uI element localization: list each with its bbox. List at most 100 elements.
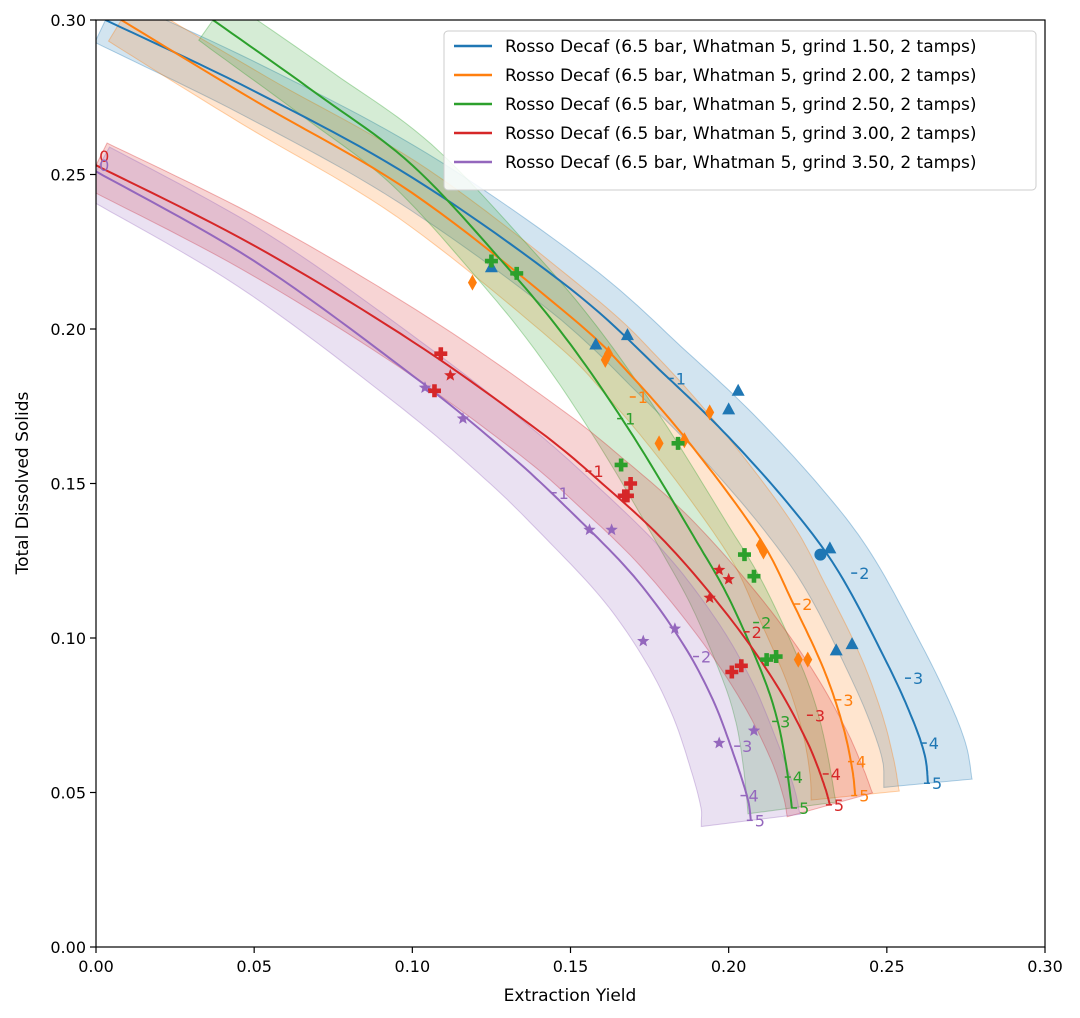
point-series-1-7 — [758, 543, 768, 560]
curve-label-3-3: 4 — [831, 765, 841, 784]
x-tick-label-6: 0.30 — [1027, 957, 1063, 976]
extra-point-series-0-0 — [814, 548, 827, 561]
curve-series-1 — [120, 20, 857, 796]
curve-label-4-4: 5 — [755, 811, 765, 830]
y-axis-title: Total Dissolved Solids — [13, 391, 33, 575]
x-tick-label-4: 0.20 — [711, 957, 747, 976]
point-series-4-3 — [605, 523, 618, 536]
point-series-4-5 — [668, 622, 682, 634]
point-series-1-2 — [603, 345, 613, 362]
extra-point-series-3-3 — [703, 591, 716, 604]
x-axis-title: Extraction Yield — [504, 986, 637, 1006]
curve-label-3-1: 2 — [752, 623, 762, 642]
curve-label-3-2: 3 — [815, 706, 825, 725]
curve-label-2-1: 2 — [761, 614, 771, 633]
curve-label-4-0: 1 — [559, 484, 569, 503]
legend-entry-3: Rosso Decaf (6.5 bar, Whatman 5, grind 3… — [505, 124, 976, 144]
y-tick-label-2: 0.10 — [50, 629, 86, 648]
point-series-0-2 — [620, 328, 634, 341]
x-tick-label-5: 0.25 — [869, 957, 905, 976]
y-tick-label-4: 0.20 — [50, 320, 86, 339]
curve-label-2-0: 1 — [625, 410, 635, 429]
extra-point-series-3-2 — [722, 572, 735, 585]
point-series-4-1 — [456, 412, 470, 424]
point-series-1-9 — [803, 651, 813, 668]
point-series-3-5 — [725, 665, 739, 679]
point-series-2-6 — [760, 653, 774, 667]
curve-label-4-2: 3 — [742, 737, 752, 756]
point-series-0-5 — [823, 541, 837, 554]
start-label-series-4: 0 — [99, 156, 109, 175]
point-series-0-7 — [845, 637, 859, 650]
x-tick-label-0: 0.00 — [78, 957, 114, 976]
curve-label-0-1: 2 — [859, 564, 869, 583]
point-series-1-5 — [705, 404, 715, 421]
point-series-0-3 — [722, 402, 736, 415]
legend-entry-2: Rosso Decaf (6.5 bar, Whatman 5, grind 2… — [505, 95, 976, 115]
point-series-2-5 — [747, 569, 761, 583]
curve-label-2-3: 4 — [793, 768, 803, 787]
curve-label-0-2: 3 — [913, 669, 923, 688]
legend-entry-4: Rosso Decaf (6.5 bar, Whatman 5, grind 3… — [505, 153, 976, 173]
y-axis: 0.00 0.05 0.10 0.15 0.20 0.25 0.30 — [50, 11, 96, 957]
curve-label-0-4: 5 — [932, 774, 942, 793]
point-series-4-6 — [712, 736, 726, 749]
point-series-2-0 — [484, 254, 498, 268]
point-series-0-1 — [589, 337, 603, 350]
fit-curves — [96, 20, 929, 821]
band-series-3 — [96, 142, 874, 818]
curve-series-4 — [96, 170, 752, 821]
legend-box — [443, 30, 1037, 191]
point-series-2-2 — [614, 458, 628, 472]
point-series-3-3 — [620, 489, 634, 503]
point-series-4-2 — [583, 523, 596, 536]
band-series-1 — [107, 20, 900, 801]
extra-point-series-3-0 — [444, 368, 457, 381]
y-tick-label-3: 0.15 — [50, 475, 86, 494]
curve-label-0-0: 1 — [676, 369, 686, 388]
point-series-3-0 — [434, 347, 448, 361]
curve-label-2-4: 5 — [799, 799, 809, 818]
curve-label-4-1: 2 — [701, 648, 711, 667]
curve-label-2-2: 3 — [780, 712, 790, 731]
curve-label-3-0: 1 — [593, 462, 603, 481]
y-tick-label-6: 0.30 — [50, 11, 86, 30]
start-label-series-3: 0 — [99, 147, 109, 166]
point-series-3-4 — [624, 477, 638, 491]
point-series-1-0 — [467, 274, 477, 291]
x-axis: 0.00 0.05 0.10 0.15 0.20 0.25 0.30 — [78, 947, 1063, 976]
y-tick-label-5: 0.25 — [50, 166, 86, 185]
y-tick-label-1: 0.05 — [50, 784, 86, 803]
band-series-4 — [96, 146, 802, 828]
curve-label-1-4: 5 — [859, 787, 869, 806]
curve-label-0-3: 4 — [929, 734, 939, 753]
point-series-2-4 — [737, 548, 751, 562]
point-series-2-1 — [510, 266, 524, 280]
curve-series-0 — [105, 20, 929, 784]
band-series-2 — [198, 20, 837, 815]
point-series-2-3 — [671, 436, 685, 450]
point-series-2-7 — [769, 650, 783, 664]
point-series-3-1 — [427, 384, 441, 398]
curve-label-1-0: 1 — [638, 388, 648, 407]
legend-entry-0: Rosso Decaf (6.5 bar, Whatman 5, grind 1… — [505, 37, 976, 57]
x-tick-label-1: 0.05 — [236, 957, 272, 976]
confidence-bands — [96, 20, 973, 828]
band-series-0 — [96, 20, 973, 788]
curve-series-3 — [96, 164, 831, 806]
point-series-0-6 — [829, 643, 843, 656]
curve-label-1-2: 3 — [843, 691, 853, 710]
legend-entry-1: Rosso Decaf (6.5 bar, Whatman 5, grind 2… — [505, 66, 976, 86]
point-series-3-6 — [734, 659, 748, 673]
x-tick-label-3: 0.15 — [553, 957, 589, 976]
point-series-4-4 — [637, 634, 650, 647]
point-series-4-7 — [747, 724, 761, 736]
point-series-0-4 — [731, 383, 745, 396]
x-tick-label-2: 0.10 — [395, 957, 431, 976]
legend: Rosso Decaf (6.5 bar, Whatman 5, grind 1… — [443, 30, 1037, 191]
curve-label-3-4: 5 — [834, 796, 844, 815]
y-tick-label-0: 0.00 — [50, 938, 86, 957]
point-series-4-0 — [418, 381, 432, 393]
